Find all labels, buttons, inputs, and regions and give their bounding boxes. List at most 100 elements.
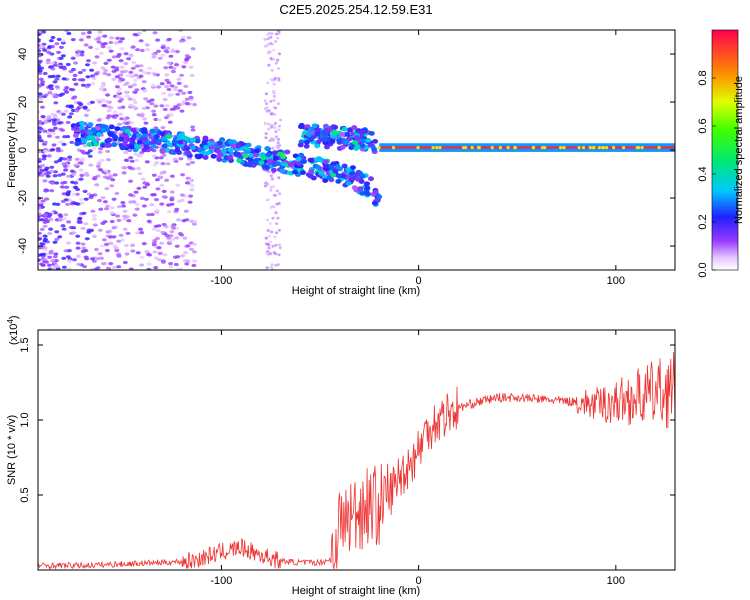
spectrogram-noise-cell: [83, 197, 89, 201]
spectrogram-noise-cell: [152, 250, 158, 254]
spectrogram-noise-cell: [128, 166, 134, 170]
colorbar-label: Normalized spectral amplitude: [733, 76, 745, 224]
spectrogram-marks: [38, 30, 675, 270]
spectrogram-ridge-cell: [305, 132, 312, 138]
spectrogram-noise-cell: [123, 69, 129, 73]
spectrogram-streak-cell: [269, 139, 273, 143]
spectrogram-noise-cell: [38, 64, 41, 68]
spectrogram-noise-cell: [108, 106, 114, 110]
spectrogram-noise-cell: [176, 77, 182, 81]
spectrogram-ridge-cell: [119, 145, 126, 151]
spectrogram-streak-cell: [272, 185, 276, 189]
spectrogram-ridge-cell: [204, 151, 211, 156]
colorbar-tick-label: 0.6: [697, 118, 709, 133]
spectrogram-noise-cell: [80, 31, 86, 36]
spectrogram-noise-cell: [91, 217, 97, 221]
spectrogram-noise-cell: [54, 181, 60, 185]
spectrogram-noise-cell: [85, 108, 91, 112]
spectrogram-noise-cell: [134, 88, 140, 92]
spectrogram-ridge-cell: [252, 160, 259, 165]
spectrogram-noise-cell: [107, 235, 113, 239]
spectrogram-streak-cell: [272, 113, 277, 116]
spectrogram-noise-cell: [42, 234, 48, 238]
spectrogram-noise-cell: [54, 77, 60, 81]
spectrogram-noise-cell: [64, 185, 70, 189]
spectrogram-noise-cell: [166, 37, 172, 42]
spectrogram-ridge-cell: [323, 127, 330, 133]
spectrogram-noise-cell: [178, 267, 184, 270]
spectrogram-ridge-cell: [367, 142, 374, 148]
spectrogram-noise-cell: [174, 244, 180, 248]
spectrogram-noise-cell: [191, 263, 197, 268]
spectrogram-steady-peak: [416, 146, 420, 150]
spectrogram-noise-cell: [189, 188, 195, 192]
spectrogram-noise-cell: [43, 149, 49, 153]
spectrogram-noise-cell: [187, 200, 193, 204]
spectrogram-noise-cell: [116, 253, 122, 257]
spectrogram-noise-cell: [51, 143, 57, 147]
spectrogram-noise-cell: [82, 144, 88, 148]
spectrogram-streak-cell: [274, 106, 278, 110]
spectrogram-noise-cell: [66, 190, 72, 194]
spectrogram-noise-cell: [49, 189, 55, 193]
spectrogram-steady-peak: [543, 146, 547, 150]
spectrogram-noise-cell: [139, 255, 145, 259]
spectrogram-noise-cell: [94, 183, 100, 187]
spectrogram-ridge-cell: [189, 145, 196, 151]
spectrogram-noise-cell: [81, 211, 87, 215]
spectrogram-noise-cell: [103, 169, 109, 173]
spectrogram-noise-cell: [181, 65, 187, 69]
spectrogram-noise-cell: [152, 163, 158, 167]
spectrogram-ridge-cell: [247, 157, 254, 163]
spectrogram-noise-cell: [40, 105, 45, 109]
spectrogram-noise-cell: [153, 266, 159, 270]
spectrogram-noise-cell: [124, 81, 130, 85]
spectrogram-noise-cell: [42, 246, 48, 250]
spectrogram-steady-peak: [532, 146, 536, 150]
spectrogram-noise-cell: [73, 61, 78, 65]
spectrogram-ridge-cell: [371, 200, 378, 206]
spectrogram-noise-cell: [46, 131, 52, 135]
spectrogram-noise-cell: [112, 110, 118, 114]
spectrogram-ridge-cell: [184, 146, 191, 152]
spectrogram-noise-cell: [101, 238, 107, 242]
spectrogram-noise-cell: [161, 189, 167, 193]
spectrogram-ridge-cell: [252, 152, 259, 158]
spectrogram-noise-cell: [124, 252, 130, 256]
spectrogram-streak-cell: [270, 177, 274, 181]
spectrogram-noise-cell: [110, 65, 116, 69]
spectrogram-noise-cell: [49, 148, 55, 152]
spectrogram-noise-cell: [66, 241, 71, 245]
spectrogram-noise-cell: [151, 52, 157, 56]
spectrogram-noise-cell: [187, 157, 193, 161]
spectrogram-noise-cell: [160, 230, 166, 234]
spectrogram-noise-cell: [154, 208, 160, 212]
spectrogram-noise-cell: [84, 85, 90, 89]
snr-frame: [37, 329, 676, 571]
spectrogram-noise-cell: [172, 87, 178, 91]
spectrogram-noise-cell: [113, 41, 119, 45]
spectrogram-noise-cell: [181, 35, 187, 39]
spectrogram-noise-cell: [38, 120, 43, 124]
spectrogram-steady-peak: [506, 146, 510, 150]
spectrogram-noise-cell: [185, 259, 191, 263]
spectrogram-streak-cell: [269, 35, 273, 39]
spectrogram-steady-peak: [498, 146, 502, 150]
spectrogram-noise-cell: [38, 49, 42, 53]
spectrogram-noise-cell: [43, 168, 49, 172]
spectrogram-noise-cell: [61, 77, 67, 81]
spectrogram-streak-cell: [276, 141, 280, 145]
spectrogram-ridge-cell: [314, 127, 321, 133]
spectrogram-ridge-cell: [209, 145, 216, 150]
spectrogram-panel: -100 0 100 40 20 0 -20 -40 Height of straight l…: [6, 29, 676, 297]
spectrogram-ridge-cell: [330, 133, 336, 139]
spectrogram-noise-cell: [116, 239, 122, 243]
spectrogram-noise-cell: [153, 256, 159, 260]
spectrogram-noise-cell: [141, 204, 147, 208]
spectrogram-ytick-label: 20: [17, 96, 29, 108]
spectrogram-noise-cell: [53, 170, 58, 174]
spectrogram-noise-cell: [38, 134, 42, 138]
spectrogram-noise-cell: [40, 80, 46, 84]
spectrogram-noise-cell: [51, 118, 57, 122]
spectrogram-noise-cell: [56, 121, 62, 125]
